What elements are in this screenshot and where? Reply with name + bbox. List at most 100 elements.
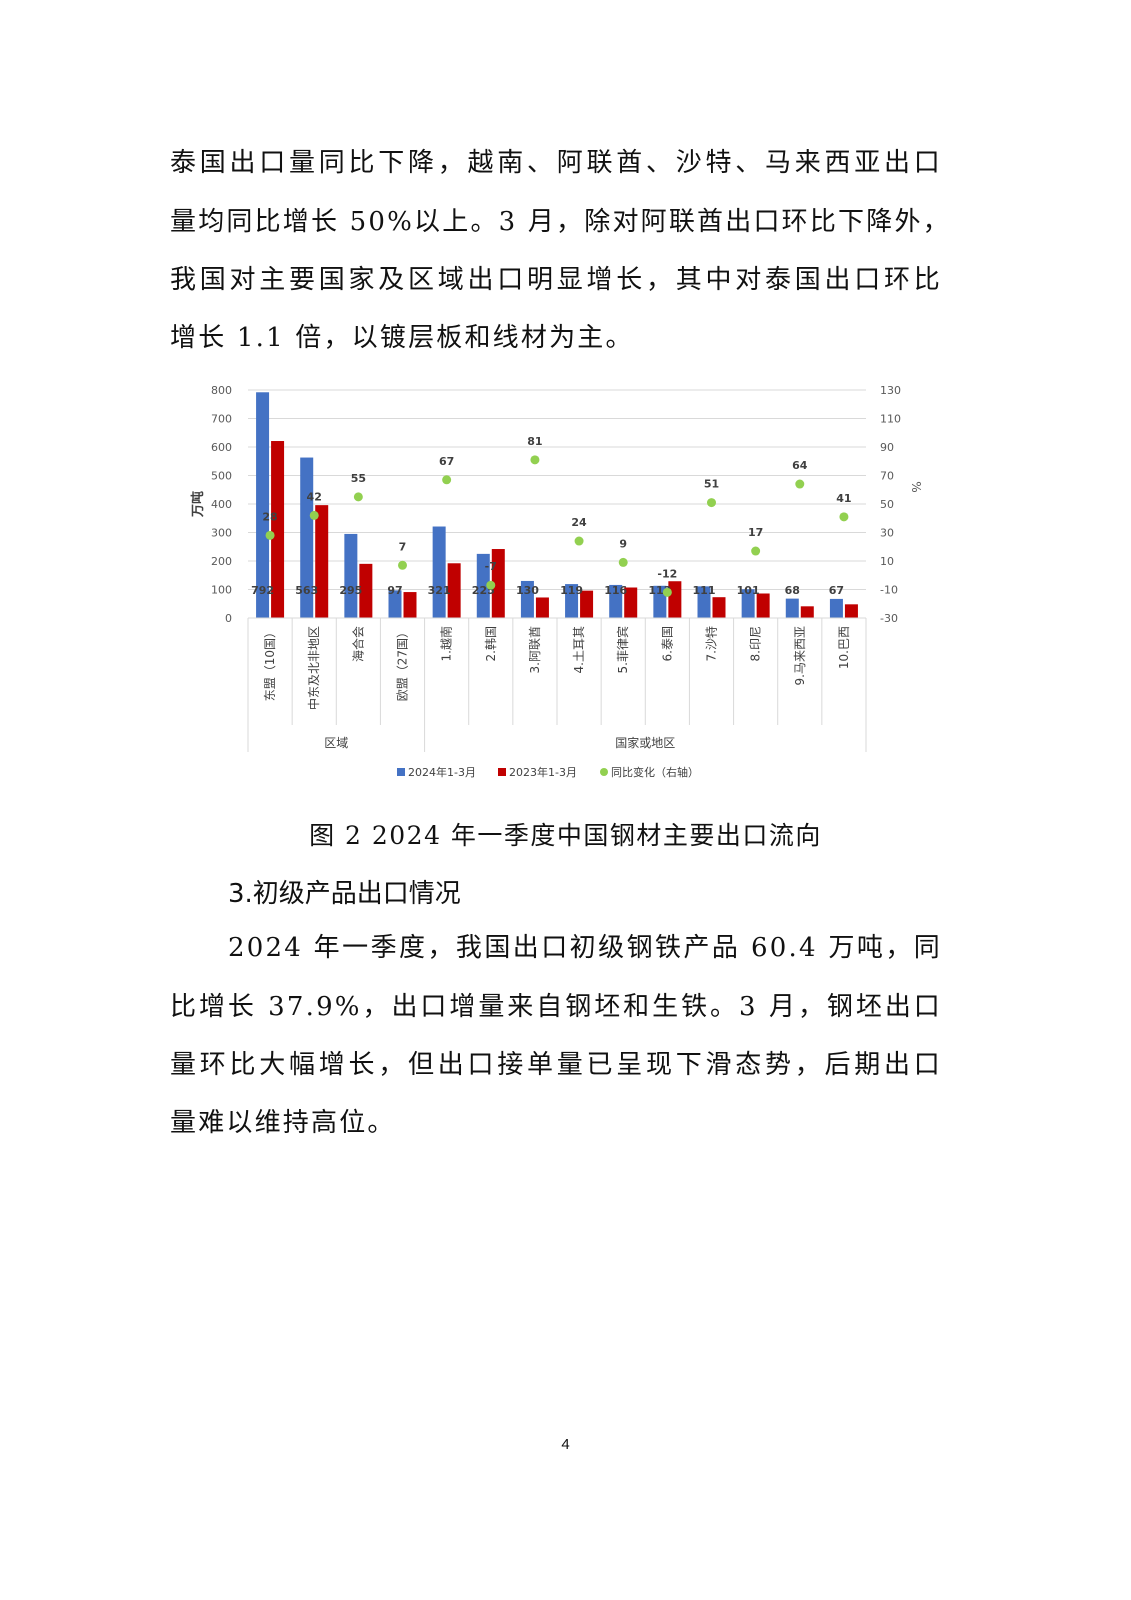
legend-label: 2023年1-3月	[509, 765, 577, 779]
category-label: 欧盟（27国）	[396, 626, 410, 701]
bar-2023	[668, 581, 682, 618]
group-label: 国家或地区	[615, 735, 675, 750]
bar-2023	[271, 441, 285, 618]
y-tick-label: 100	[211, 584, 232, 597]
y2-tick-label: 50	[880, 498, 894, 511]
y-tick-label: 600	[211, 441, 232, 454]
y2-tick-label: 10	[880, 555, 894, 568]
bar-2024	[609, 584, 623, 618]
bar-data-label: 295	[339, 584, 362, 597]
bar-data-label: 130	[516, 584, 539, 597]
text-line: 增长 1.1 倍，以镀层板和线材为主。	[170, 323, 634, 353]
category-label: 3.阿联酋	[527, 626, 542, 673]
bar-data-label: 792	[251, 584, 274, 597]
yoy-data-label: 28	[262, 510, 277, 523]
bar-2023	[580, 590, 594, 618]
yoy-point	[618, 557, 628, 567]
category-label: 中东及北非地区	[306, 626, 321, 710]
text-line: 量均同比增长 50%以上。3 月，除对阿联酋出口环比下降外，	[170, 207, 951, 237]
category-label: 5.菲律宾	[615, 626, 630, 673]
y-tick-label: 200	[211, 555, 232, 568]
y2-tick-label: 30	[880, 527, 894, 540]
bar-2023	[712, 597, 726, 618]
category-label: 7.沙特	[704, 626, 719, 661]
export-flow-chart: 0 -30 100 -10 200 10 300 30 400 50 500 70 600 90 700 11…	[190, 384, 923, 779]
text-line: 比增长 37.9%，出口增量来自钢坯和生铁。3 月，钢坯出口	[170, 992, 942, 1022]
category-label: 10.巴西	[837, 626, 851, 669]
legend-label: 2024年1-3月	[408, 765, 476, 779]
bar-2023	[359, 563, 373, 618]
y-tick-label: 300	[211, 527, 232, 540]
bar-2024	[653, 585, 667, 618]
yoy-data-label: 67	[439, 455, 454, 468]
yoy-data-label: -12	[657, 567, 677, 580]
category-label: 东盟（10国）	[263, 626, 277, 701]
yoy-point	[353, 492, 363, 502]
bar-data-label: 68	[785, 584, 800, 597]
bar-2023	[491, 549, 505, 618]
bar-2023	[624, 587, 638, 618]
yoy-data-label: 41	[836, 492, 851, 505]
text-line: 量难以维持高位。	[170, 1108, 396, 1138]
bar-2024	[388, 590, 402, 618]
bar-2024	[520, 580, 534, 618]
y2-tick-label: 130	[880, 384, 901, 397]
bar-data-label: 321	[428, 584, 451, 597]
section-heading: 3.初级产品出口情况	[228, 879, 461, 909]
yoy-point	[574, 536, 584, 546]
y2-tick-label: 70	[880, 470, 894, 483]
yoy-point	[398, 560, 407, 570]
y-tick-label: 0	[225, 612, 232, 625]
yoy-data-label: 24	[571, 516, 587, 529]
yoy-data-label: 64	[792, 459, 808, 472]
y2-tick-label: 90	[880, 441, 894, 454]
y2-tick-label: 110	[880, 413, 901, 426]
bar-data-label: 67	[829, 584, 844, 597]
yoy-data-label: 55	[351, 472, 366, 485]
category-label: 4.土耳其	[572, 626, 586, 673]
bar-2024	[344, 533, 358, 618]
yoy-point	[309, 510, 319, 520]
text-line: 2024 年一季度，我国出口初级钢铁产品 60.4 万吨，同	[228, 933, 942, 963]
bar-2024	[741, 589, 755, 618]
bar-data-label: 111	[693, 584, 716, 597]
yoy-point	[442, 475, 452, 485]
bar-data-label: 116	[604, 584, 627, 597]
y-tick-label: 700	[211, 413, 232, 426]
bar-data-label: 119	[560, 584, 583, 597]
bar-2023	[535, 597, 549, 618]
yoy-point	[265, 530, 275, 540]
bar-2024	[697, 586, 711, 618]
yoy-point	[795, 479, 805, 489]
legend-marker	[600, 768, 608, 776]
y-axis-title: 万吨	[190, 491, 206, 518]
group-label: 区域	[324, 736, 348, 750]
legend-marker	[397, 768, 405, 776]
y2-tick-label: -10	[880, 584, 898, 597]
y2-tick-label: -30	[880, 612, 898, 625]
category-label: 1.越南	[439, 626, 454, 661]
yoy-point	[751, 546, 761, 556]
text-line: 泰国出口量同比下降，越南、阿联酋、沙特、马来西亚出口	[170, 148, 942, 178]
yoy-point	[839, 512, 849, 522]
bar-2023	[447, 563, 461, 618]
yoy-point	[530, 455, 540, 465]
bar-2024	[785, 598, 799, 618]
bar-2024	[256, 392, 270, 618]
bar-2024	[829, 598, 843, 618]
y2-axis-title: %	[909, 481, 923, 492]
text-line: 量环比大幅增长，但出口接单量已呈现下滑态势，后期出口	[170, 1050, 942, 1080]
yoy-data-label: 7	[399, 540, 407, 553]
y-tick-label: 500	[211, 470, 232, 483]
yoy-point	[486, 580, 496, 590]
bar-2024	[432, 526, 446, 618]
legend-label: 同比变化（右轴）	[611, 765, 699, 779]
figure-caption: 图 2 2024 年一季度中国钢材主要出口流向	[309, 821, 822, 850]
yoy-point	[662, 587, 672, 597]
yoy-point	[707, 498, 716, 508]
bar-2023	[756, 593, 770, 618]
yoy-data-label: 51	[704, 478, 719, 491]
bar-2023	[315, 505, 329, 618]
category-label: 6.泰国	[660, 626, 674, 661]
legend-marker	[498, 768, 506, 776]
